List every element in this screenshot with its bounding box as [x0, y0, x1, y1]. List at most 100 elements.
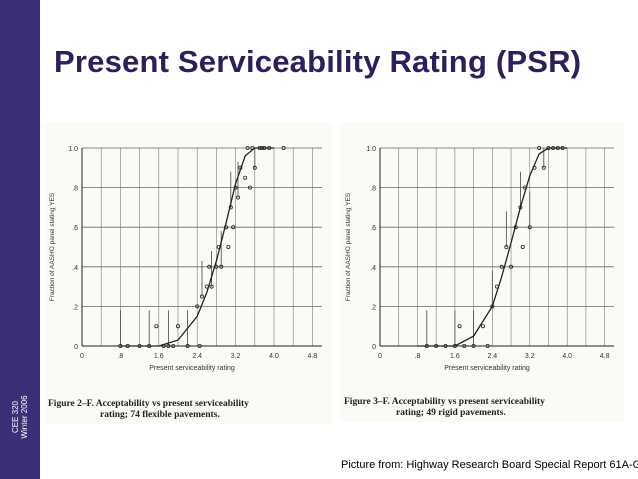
chart-1-data-point — [245, 145, 250, 150]
chart-2-xtick-label: 1.6 — [450, 353, 460, 360]
image-credit: Picture from: Highway Research Board Spe… — [341, 459, 638, 471]
chart-1-data-point — [185, 343, 190, 348]
chart-2-data-point — [443, 343, 448, 348]
chart-1-data-point — [219, 264, 224, 269]
course-code: CEE 320 — [11, 400, 20, 434]
chart-1-data-point — [199, 294, 204, 299]
chart-2-ytick-label: 0 — [372, 344, 376, 351]
chart-2-data-point — [518, 205, 523, 210]
chart-1-data-point — [207, 264, 212, 269]
chart-1-data-point — [147, 343, 152, 348]
chart-2-data-point — [471, 343, 476, 348]
chart-2-data-point — [541, 165, 546, 170]
chart-1-ytick-label: .6 — [72, 225, 78, 232]
chart-1-data-point — [118, 343, 123, 348]
chart-1-ytick-label: .2 — [72, 304, 78, 311]
chart-1-data-point — [231, 225, 236, 230]
chart-1-xtick-label: 4.0 — [269, 353, 279, 360]
chart-1-xtick-label: 4.8 — [308, 353, 318, 360]
chart-1-data-point — [175, 324, 180, 329]
chart-1-data-point — [252, 165, 257, 170]
chart-2-data-point — [462, 343, 467, 348]
caption-line-1: Figure 2–F. Acceptability vs present ser… — [48, 399, 249, 409]
chart-1-data-point — [216, 245, 221, 250]
figure-caption: Figure 2–F. Acceptability vs present ser… — [48, 399, 330, 421]
chart-2-ytick-label: .4 — [370, 265, 376, 272]
chart-1-xtick-label: 3.2 — [231, 353, 241, 360]
chart-1-data-point — [204, 284, 209, 289]
chart-2-ytick-label: 1.0 — [366, 146, 376, 153]
caption-line-1: Figure 3–F. Acceptability vs present ser… — [344, 397, 545, 407]
chart-2-data-point — [513, 225, 518, 230]
chart-2-x-axis-label: Present serviceability rating — [444, 365, 530, 372]
chart-1-data-point — [235, 195, 240, 200]
chart-2-xtick-label: 4.8 — [600, 353, 610, 360]
chart-1-y-axis-label: Fraction of AASHO panel stating YES — [49, 192, 56, 301]
figure-rigid-pavements: 0 .2 .4 .6 .8 1.0 0 .8 1.6 2.4 3.2 4.0 4.8 Present se… — [340, 122, 624, 422]
chart-1-fitted-curve — [120, 147, 274, 347]
chart-2-data-point — [537, 145, 542, 150]
figure-flexible-pavements: 0 .2 .4 .6 .8 1.0 0 .8 1.6 2.4 3.2 4.0 4.8 Present se… — [44, 122, 332, 424]
chart-2-data-point — [532, 165, 537, 170]
chart-2-xtick-label: 2.4 — [487, 353, 497, 360]
caption-line-2: rating; 49 rigid pavements. — [396, 408, 506, 418]
chart-1-ytick-label: .8 — [72, 186, 78, 193]
figure-caption: Figure 3–F. Acceptability vs present ser… — [344, 397, 622, 419]
chart-2-ytick-label: .2 — [370, 304, 376, 311]
course-term: Winter 2006 — [20, 395, 29, 439]
chart-1-data-point — [250, 145, 255, 150]
chart-2-data-point — [504, 245, 509, 250]
chart-2-data-point — [499, 264, 504, 269]
chart-1-data-point — [195, 304, 200, 309]
chart-2-data-point — [527, 225, 532, 230]
chart-1-x-axis-label: Present serviceability rating — [149, 365, 235, 372]
slide-title: Present Serviceability Rating (PSR) — [54, 44, 582, 79]
chart-1-data-point — [243, 175, 248, 180]
chart-1-data-point — [259, 145, 264, 150]
chart-2-data-point — [480, 324, 485, 329]
chart-2-data-point — [523, 185, 528, 190]
chart-1-data-point — [137, 343, 142, 348]
acceptability-chart-flexible: 0 .2 .4 .6 .8 1.0 0 .8 1.6 2.4 3.2 4.0 4.8 Present se… — [49, 145, 322, 372]
chart-2-data-point — [520, 245, 525, 250]
chart-1-ytick-label: 1.0 — [68, 146, 78, 153]
chart-2-data-point — [546, 145, 551, 150]
chart-1-xtick-label: 0 — [80, 353, 84, 360]
chart-1-data-point — [166, 343, 171, 348]
chart-1-data-point — [197, 343, 202, 348]
chart-1-data-point — [171, 343, 176, 348]
chart-2-xtick-label: 3.2 — [525, 353, 535, 360]
chart-1-xtick-label: 1.6 — [154, 353, 164, 360]
chart-1-data-point — [125, 343, 130, 348]
chart-2-ytick-label: .8 — [370, 186, 376, 193]
chart-1-data-point — [262, 145, 267, 150]
chart-1-data-point — [214, 264, 219, 269]
chart-1-ytick-label: .4 — [72, 265, 78, 272]
chart-2-data-point — [485, 343, 490, 348]
chart-2-data-point — [551, 145, 556, 150]
chart-2-data-point — [424, 343, 429, 348]
chart-2-data-point — [457, 324, 462, 329]
acceptability-chart-rigid: 0 .2 .4 .6 .8 1.0 0 .8 1.6 2.4 3.2 4.0 4.8 Present se… — [345, 145, 614, 372]
chart-1-data-point — [267, 145, 272, 150]
chart-1-data-point — [154, 324, 159, 329]
chart-2-data-point — [509, 264, 514, 269]
sidebar-band — [0, 0, 40, 479]
chart-1-data-point — [233, 185, 238, 190]
chart-2-data-point — [452, 343, 457, 348]
chart-2-data-point — [494, 284, 499, 289]
chart-1-xtick-label: .8 — [117, 353, 123, 360]
chart-2-data-point — [560, 145, 565, 150]
chart-2-xtick-label: 4.0 — [562, 353, 572, 360]
chart-2-data-point — [434, 343, 439, 348]
chart-2-data-point — [490, 304, 495, 309]
caption-line-2: rating; 74 flexible pavements. — [100, 410, 220, 420]
chart-1-data-point — [228, 205, 233, 210]
chart-2-xtick-label: 0 — [378, 353, 382, 360]
chart-2-ytick-label: .6 — [370, 225, 376, 232]
chart-1-xtick-label: 2.4 — [192, 353, 202, 360]
chart-1-data-point — [223, 225, 228, 230]
chart-1-data-point — [238, 165, 243, 170]
chart-1-data-point — [257, 145, 262, 150]
chart-2-xtick-label: .8 — [415, 353, 421, 360]
